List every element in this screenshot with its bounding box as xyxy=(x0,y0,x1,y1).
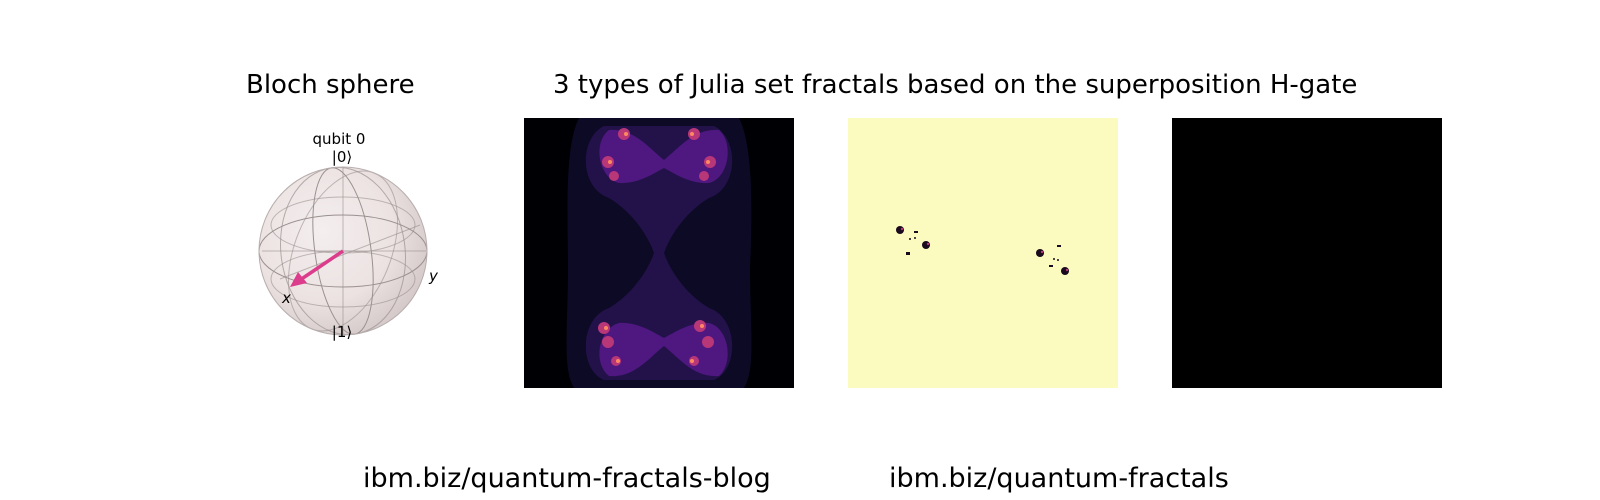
ket0-label: |0⟩ xyxy=(332,148,352,166)
y-axis-label: y xyxy=(428,267,439,285)
quantum-fractals-link[interactable]: ibm.biz/quantum-fractals xyxy=(889,463,1229,494)
fractal-hotspots xyxy=(598,128,716,366)
julia-panel-1 xyxy=(524,118,794,388)
state-vector xyxy=(290,249,344,287)
julia-fractal-1 xyxy=(524,118,794,388)
bloch-sphere-title: Bloch sphere xyxy=(246,70,415,100)
qubit-label: qubit 0 xyxy=(313,130,366,148)
sphere-outline xyxy=(258,166,428,336)
julia-panel-2 xyxy=(848,118,1118,388)
blog-link[interactable]: ibm.biz/quantum-fractals-blog xyxy=(363,463,771,494)
ket1-label: |1⟩ xyxy=(332,323,352,341)
bloch-sphere: qubit 0 |0⟩ x y |1⟩ xyxy=(258,130,439,341)
julia-panel-3 xyxy=(1172,118,1442,388)
fractal-specks xyxy=(896,226,1069,275)
julia-fractal-3 xyxy=(1172,118,1442,388)
julia-fractal-2 xyxy=(848,118,1118,388)
x-axis-label: x xyxy=(281,289,291,307)
julia-fractals-title: 3 types of Julia set fractals based on t… xyxy=(553,70,1358,100)
